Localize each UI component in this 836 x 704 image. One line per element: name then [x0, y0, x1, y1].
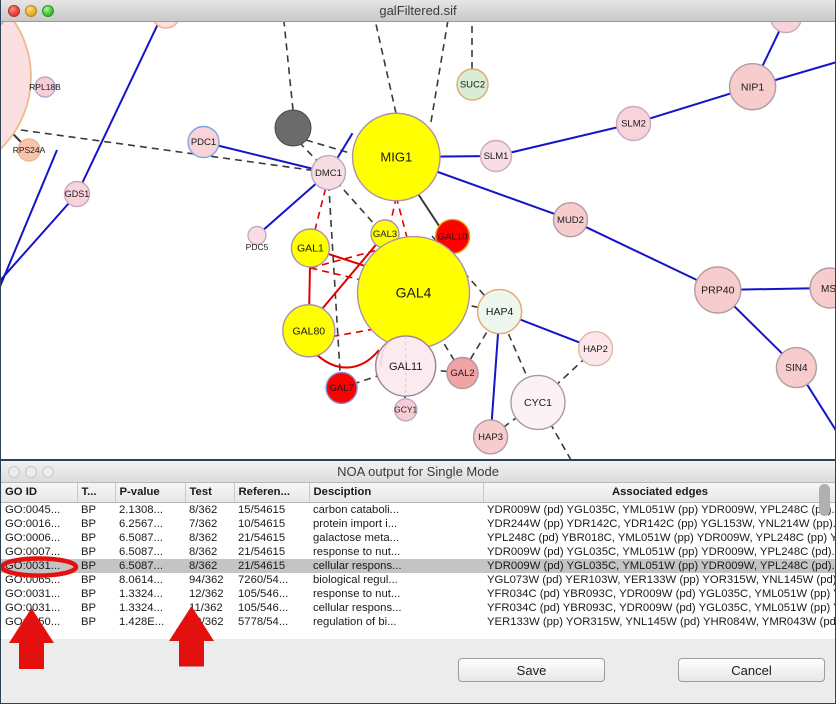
- svg-text:SLM1: SLM1: [484, 151, 509, 162]
- svg-text:GDS1: GDS1: [65, 189, 90, 199]
- svg-text:MIG1: MIG1: [380, 149, 412, 164]
- svg-text:SIN4: SIN4: [785, 363, 808, 374]
- svg-text:NIP1: NIP1: [741, 81, 765, 93]
- svg-text:GAL11: GAL11: [389, 361, 422, 373]
- svg-text:PDC1: PDC1: [191, 137, 216, 148]
- svg-text:GAL80: GAL80: [292, 325, 325, 337]
- svg-text:RPS24A: RPS24A: [13, 145, 46, 155]
- svg-text:HAP2: HAP2: [583, 344, 608, 355]
- svg-text:GCY1: GCY1: [394, 405, 417, 415]
- svg-text:SLM2: SLM2: [621, 119, 646, 130]
- svg-text:GAL7: GAL7: [329, 383, 353, 394]
- svg-text:RPL18B: RPL18B: [29, 82, 61, 92]
- svg-text:GAL2: GAL2: [450, 368, 474, 379]
- svg-text:GAL3: GAL3: [373, 229, 397, 240]
- svg-text:PDC5: PDC5: [246, 242, 269, 252]
- svg-text:HAP3: HAP3: [478, 432, 503, 443]
- svg-text:GAL4: GAL4: [396, 284, 432, 300]
- svg-text:MUD2: MUD2: [557, 215, 584, 226]
- svg-text:GAL10: GAL10: [438, 232, 468, 243]
- svg-text:HAP4: HAP4: [486, 306, 514, 318]
- svg-text:MSI: MSI: [821, 284, 836, 295]
- svg-text:SUC2: SUC2: [460, 80, 485, 91]
- svg-text:GAL1: GAL1: [297, 243, 324, 255]
- svg-text:PRP40: PRP40: [701, 285, 734, 297]
- svg-text:DMC1: DMC1: [315, 168, 342, 179]
- svg-text:CYC1: CYC1: [524, 397, 552, 409]
